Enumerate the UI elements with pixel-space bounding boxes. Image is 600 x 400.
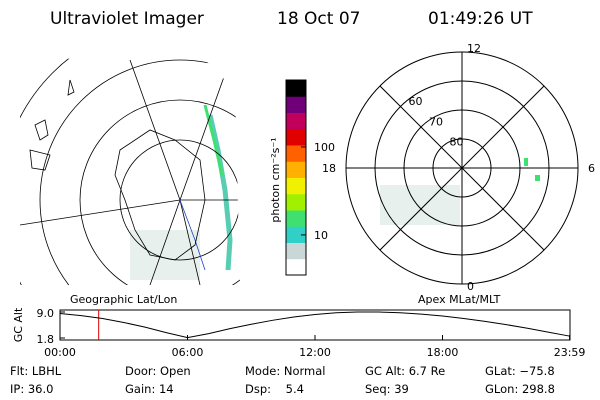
color-step (286, 96, 306, 113)
date: 18 Oct 07 (277, 9, 360, 29)
spoke (461, 85, 545, 169)
info-field: IP: 36.0 (10, 382, 53, 396)
colorbar-label: photon cm⁻²s⁻¹ (269, 137, 282, 222)
colorbar: 10 100 (285, 79, 335, 276)
color-step (286, 112, 306, 130)
info-field: Seq: 39 (365, 382, 409, 396)
color-step (286, 161, 306, 178)
mlt-label: 0 (467, 280, 474, 293)
mlt-label: 6 (588, 162, 595, 175)
time: 01:49:26 UT (428, 9, 533, 29)
mlt-label: 18 (322, 162, 336, 175)
x-tick-label: 23:59 (554, 346, 586, 359)
x-tick-label: 18:00 (427, 346, 459, 359)
polar-label: Apex MLat/MLT (418, 293, 501, 306)
mlat-label: 70 (429, 115, 443, 128)
color-step (286, 258, 306, 276)
colorbar-frame (285, 79, 307, 276)
altitude-ylabel: GC Alt (12, 307, 25, 342)
info-field: GC Alt: 6.7 Re (365, 364, 445, 378)
color-step (286, 193, 306, 211)
info-field: Gain: 14 (125, 382, 174, 396)
spoke (379, 167, 463, 251)
spoke (379, 85, 463, 169)
altitude-line (59, 311, 571, 339)
color-step (286, 80, 306, 97)
y-tick-label: 9.0 (37, 307, 55, 320)
color-step (286, 177, 306, 195)
footer: Flt: LBHL Door: Open Mode: Normal GC Alt: 6… (10, 364, 555, 396)
x-tick-label: 00:00 (44, 346, 76, 359)
color-step (286, 242, 306, 260)
x-tick-label: 06:00 (172, 346, 204, 359)
color-step (286, 145, 306, 162)
info-field: Door: Open (125, 364, 191, 378)
info-field: GLon: 298.8 (485, 382, 555, 396)
colorbar-tick-label: 100 (314, 141, 335, 154)
geo-map (20, 55, 240, 285)
spoke (461, 167, 545, 251)
polar-emission (380, 158, 540, 225)
mlt-label: 12 (467, 42, 481, 55)
geo-label: Geographic Lat/Lon (70, 293, 177, 306)
y-tick-label: 1.8 (37, 333, 55, 346)
altitude-plot: 9.0 1.800:00 06:00 12:00 18:00 23:59 (37, 307, 586, 359)
info-field: Dsp: 5.4 (245, 382, 304, 396)
color-step (286, 226, 306, 243)
info-field: Flt: LBHL (10, 364, 62, 378)
info-field: GLat: −75.8 (485, 364, 555, 378)
title: Ultraviolet Imager (50, 9, 204, 29)
x-tick-label: 12:00 (299, 346, 331, 359)
color-step (286, 210, 306, 227)
mlat-label: 80 (449, 136, 463, 149)
info-field: Mode: Normal (245, 364, 325, 378)
colorbar-tick-label: 10 (314, 229, 328, 242)
mlat-label: 60 (408, 95, 422, 108)
color-step (286, 128, 306, 146)
